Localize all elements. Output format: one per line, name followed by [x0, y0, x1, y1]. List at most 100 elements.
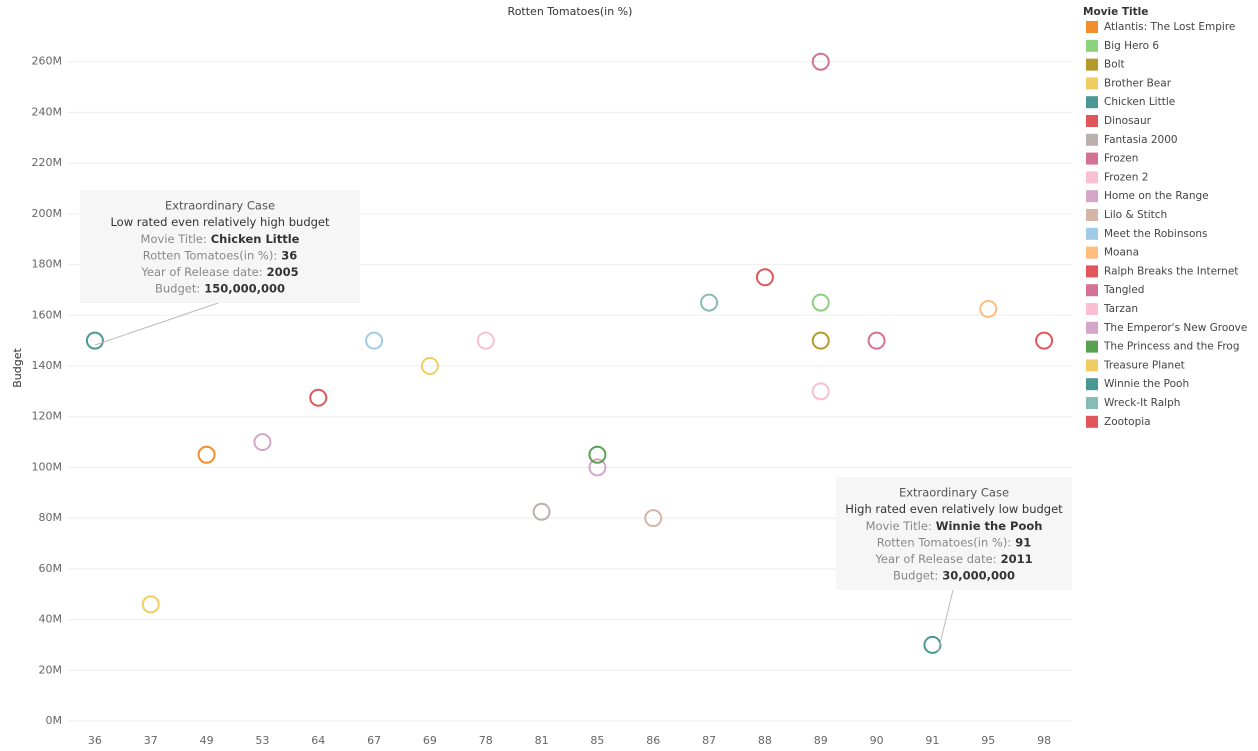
y-tick-label: 100M — [32, 460, 63, 473]
legend-label: Frozen 2 — [1104, 171, 1148, 183]
annotation-value: 2011 — [1001, 552, 1033, 566]
y-tick-label: 200M — [32, 207, 63, 220]
y-tick-label: 160M — [32, 308, 63, 321]
annotations: Extraordinary Case Low rated even relativ… — [80, 190, 1072, 653]
legend-label: Dinosaur — [1104, 115, 1152, 127]
legend-label: Zootopia — [1104, 416, 1151, 428]
x-tick-label: 69 — [423, 734, 437, 747]
legend-swatch — [1086, 21, 1098, 33]
legend-swatch — [1086, 39, 1098, 52]
y-tick-label: 20M — [39, 663, 63, 676]
annotation-line: Budget: 150,000,000 — [155, 281, 285, 295]
point — [811, 382, 830, 401]
legend-swatch — [1086, 152, 1098, 165]
legend-swatch — [1086, 58, 1098, 71]
annotation-box — [80, 190, 360, 303]
annotation-line: Rotten Tomatoes(in %): 91 — [877, 535, 1031, 549]
legend-label: Fantasia 2000 — [1104, 134, 1178, 146]
point — [309, 388, 328, 407]
y-axis-label: Budget — [11, 348, 24, 388]
legend-swatch — [1086, 77, 1098, 90]
x-tick-label: 98 — [1037, 734, 1051, 747]
point — [476, 331, 495, 350]
annotation-line: Movie Title: Chicken Little — [141, 232, 300, 246]
legend-swatch — [1086, 115, 1098, 127]
legend-swatch — [1086, 265, 1098, 278]
annotation-field: Budget: — [893, 568, 938, 582]
annotation-field: Year of Release date: — [874, 552, 996, 566]
annotation-value: Chicken Little — [211, 232, 300, 246]
points — [85, 52, 1054, 654]
y-tick-label: 40M — [39, 613, 63, 626]
x-tick-label: 78 — [479, 734, 493, 747]
point — [253, 433, 272, 452]
legend-label: Winnie the Pooh — [1104, 378, 1189, 390]
annotation-connector — [94, 302, 219, 346]
x-tick-label: 89 — [814, 734, 828, 747]
y-tick-label: 0M — [46, 714, 63, 727]
x-tick-label: 91 — [925, 734, 939, 747]
annotation-field: Movie Title: — [866, 519, 932, 533]
annotation-value: 30,000,000 — [942, 568, 1015, 582]
legend-swatch — [1086, 340, 1098, 353]
legend-swatch — [1086, 209, 1098, 221]
legend-swatch — [1086, 284, 1098, 297]
point — [588, 445, 607, 464]
point — [588, 458, 607, 477]
annotation-value: Winnie the Pooh — [936, 519, 1043, 533]
point — [420, 357, 439, 375]
legend-swatch — [1086, 397, 1098, 409]
annotation-field: Rotten Tomatoes(in %): — [143, 248, 277, 262]
legend-label: Chicken Little — [1104, 96, 1175, 108]
grid — [67, 61, 1072, 722]
legend-label: Treasure Planet — [1103, 359, 1185, 371]
point — [811, 331, 830, 350]
y-tick-label: 180M — [32, 258, 63, 271]
legend-swatch — [1086, 96, 1098, 109]
chart-title: Rotten Tomatoes(in %) — [508, 5, 633, 18]
annotation-line: Budget: 30,000,000 — [893, 568, 1015, 582]
point — [811, 52, 830, 71]
legend-label: Bolt — [1104, 59, 1125, 71]
legend-label: Brother Bear — [1104, 77, 1172, 89]
x-tick-label: 53 — [255, 734, 269, 747]
legend-label: Frozen — [1104, 153, 1138, 165]
legend-swatch — [1086, 415, 1098, 428]
x-tick-label: 85 — [590, 734, 604, 747]
x-tick-label: 37 — [144, 734, 158, 747]
x-tick-label: 87 — [702, 734, 716, 747]
x-tick-label: 81 — [535, 734, 549, 747]
y-tick-label: 60M — [39, 562, 63, 575]
legend-label: The Princess and the Frog — [1103, 341, 1240, 353]
x-tick-label: 88 — [758, 734, 772, 747]
y-tick-label: 120M — [32, 410, 63, 423]
legend-swatch — [1086, 303, 1098, 315]
legend-label: Big Hero 6 — [1104, 40, 1159, 52]
annotation-subtitle: High rated even relatively low budget — [845, 502, 1063, 516]
point — [197, 445, 216, 464]
x-tick-label: 90 — [870, 734, 884, 747]
y-tick-label: 220M — [32, 156, 63, 169]
x-tick-label: 49 — [200, 734, 214, 747]
annotation-title: Extraordinary Case — [899, 486, 1009, 500]
x-tick-label: 95 — [981, 734, 995, 747]
legend-swatch — [1086, 133, 1098, 146]
annotation-subtitle: Low rated even relatively high budget — [110, 215, 330, 229]
point — [867, 331, 886, 350]
legend-label: Meet the Robinsons — [1104, 228, 1208, 240]
annotation-field: Year of Release date: — [140, 265, 262, 279]
legend-label: Atlantis: The Lost Empire — [1104, 21, 1235, 33]
legend-swatch — [1086, 190, 1098, 203]
annotation-connector — [937, 589, 954, 653]
point — [141, 595, 160, 614]
y-tick-label: 260M — [32, 55, 63, 68]
point — [700, 293, 719, 312]
y-tick-label: 80M — [39, 511, 63, 524]
annotation-title: Extraordinary Case — [165, 199, 275, 213]
point — [365, 331, 384, 350]
annotation-line: Movie Title: Winnie the Pooh — [866, 519, 1043, 533]
legend-label: Tarzan — [1103, 303, 1138, 315]
point — [755, 268, 774, 287]
annotation-line: Rotten Tomatoes(in %): 36 — [143, 248, 297, 262]
